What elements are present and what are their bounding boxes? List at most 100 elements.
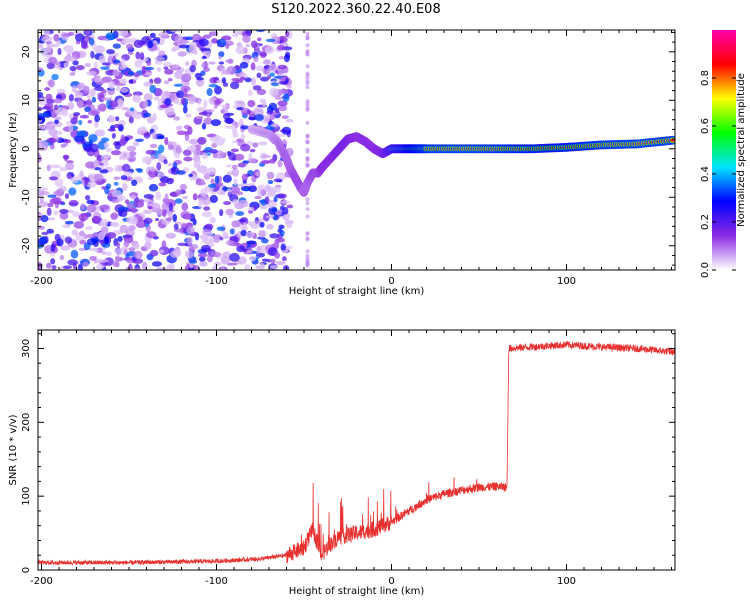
noise-mark xyxy=(83,85,90,94)
noise-mark xyxy=(225,208,235,216)
noise-mark xyxy=(269,72,275,77)
noise-mark xyxy=(276,44,285,51)
noise-mark xyxy=(98,55,106,63)
noise-mark xyxy=(220,256,231,265)
snr-panel: -200 -100 0 100 0 100 200 300 Height of straight… xyxy=(8,329,676,597)
noise-mark xyxy=(193,158,201,167)
noise-mark xyxy=(246,109,251,115)
noise-mark xyxy=(86,98,92,108)
noise-mark xyxy=(80,138,86,145)
noise-mark xyxy=(278,224,285,230)
noise-mark xyxy=(259,189,267,196)
noise-mark xyxy=(242,160,250,164)
noise-mark xyxy=(234,79,244,84)
noise-mark xyxy=(60,245,71,251)
noise-mark xyxy=(93,78,103,83)
noise-mark xyxy=(44,30,51,37)
bot-xlabel: Height of straight line (km) xyxy=(289,586,425,597)
noise-mark xyxy=(242,34,251,43)
noise-mark xyxy=(54,104,59,111)
noise-mark xyxy=(128,79,134,84)
noise-mark xyxy=(258,263,266,270)
noise-mark xyxy=(264,46,275,54)
noise-mark xyxy=(89,143,99,153)
noise-mark xyxy=(159,104,170,109)
noise-mark xyxy=(143,81,153,87)
noise-mark xyxy=(253,56,259,63)
noise-mark xyxy=(305,156,310,161)
colorbar-label: Normalized spectral amplitude xyxy=(736,73,747,227)
noise-mark xyxy=(143,217,153,225)
noise-mark xyxy=(255,30,266,33)
noise-mark xyxy=(67,31,74,37)
noise-mark xyxy=(174,70,183,80)
noise-mark xyxy=(200,188,208,197)
noise-mark xyxy=(179,183,187,191)
noise-mark xyxy=(68,199,79,207)
noise-mark xyxy=(259,51,267,59)
noise-mark xyxy=(182,105,188,114)
noise-mark xyxy=(111,133,116,139)
noise-mark xyxy=(226,262,238,266)
noise-mark xyxy=(236,42,243,48)
noise-mark xyxy=(105,148,113,153)
noise-mark xyxy=(254,113,264,122)
noise-mark xyxy=(305,43,310,48)
noise-mark xyxy=(112,43,121,49)
noise-mark xyxy=(71,229,78,236)
noise-mark xyxy=(305,139,310,144)
noise-mark xyxy=(305,261,310,266)
noise-mark xyxy=(128,151,137,157)
noise-mark xyxy=(235,46,247,55)
noise-mark xyxy=(278,56,285,60)
noise-mark xyxy=(170,250,181,258)
colorbar-tick-label: 0.6 xyxy=(700,118,711,134)
noise-mark xyxy=(163,159,168,165)
noise-mark xyxy=(254,65,265,71)
noise-mark xyxy=(176,130,187,136)
noise-mark xyxy=(41,231,49,236)
noise-mark xyxy=(86,70,97,76)
noise-mark xyxy=(254,195,262,200)
noise-mark xyxy=(183,81,190,86)
bot-xtick-label: 100 xyxy=(557,576,576,587)
noise-mark xyxy=(164,193,169,203)
noise-mark xyxy=(183,156,193,162)
noise-mark xyxy=(229,186,241,194)
noise-mark xyxy=(239,76,246,81)
noise-mark xyxy=(71,85,77,93)
noise-mark xyxy=(281,115,289,120)
noise-mark xyxy=(99,218,109,227)
noise-mark xyxy=(143,93,153,102)
noise-mark xyxy=(204,231,214,237)
noise-mark xyxy=(147,40,154,49)
noise-mark xyxy=(259,98,265,104)
noise-mark xyxy=(270,82,280,87)
noise-mark xyxy=(55,94,63,100)
noise-mark xyxy=(220,267,226,270)
noise-mark xyxy=(176,90,185,99)
noise-mark xyxy=(123,38,134,44)
noise-mark xyxy=(182,195,188,200)
noise-mark xyxy=(74,91,84,99)
noise-mark xyxy=(148,166,156,172)
top-xtick-label: -100 xyxy=(205,276,228,287)
noise-mark xyxy=(275,186,281,193)
noise-mark xyxy=(68,94,74,102)
noise-mark xyxy=(199,261,208,267)
noise-mark xyxy=(51,73,59,81)
noise-mark xyxy=(210,119,222,127)
noise-mark xyxy=(53,33,60,42)
noise-mark xyxy=(242,222,248,230)
noise-mark xyxy=(214,140,225,146)
noise-mark xyxy=(265,215,276,219)
noise-mark xyxy=(100,137,110,143)
noise-mark xyxy=(74,33,85,42)
noise-mark xyxy=(97,259,109,263)
noise-mark xyxy=(180,73,192,83)
noise-mark xyxy=(57,48,62,55)
noise-mark xyxy=(207,183,217,188)
noise-mark xyxy=(222,174,232,183)
noise-mark xyxy=(192,150,201,156)
